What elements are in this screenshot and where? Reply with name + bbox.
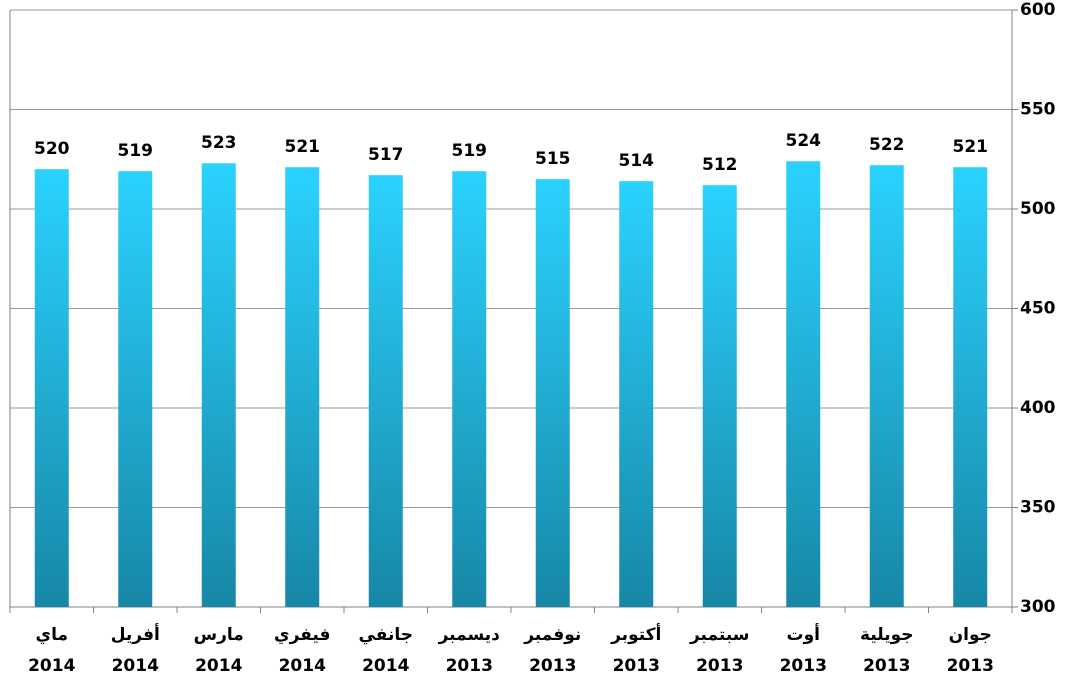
x-tick-label: ديسمبر [438,625,501,645]
x-tick-label: أفريل [111,623,160,645]
bar [702,185,737,607]
y-tick-label: 450 [1020,299,1056,319]
x-tick-label: جوان [949,625,992,645]
data-label: 521 [285,137,321,157]
y-tick-label: 400 [1020,398,1056,418]
y-tick-label: 500 [1020,199,1056,219]
x-tick-label: ماي [36,625,69,645]
data-label: 514 [619,151,655,171]
x-tick-label: جانفي [359,625,413,645]
x-tick-label: 2013 [696,656,743,676]
x-tick-label: سبتمبر [689,625,750,645]
bar [953,167,988,607]
x-tick-label: مارس [194,625,244,645]
x-tick-label: 2014 [195,656,242,676]
bar [869,165,904,607]
data-label: 517 [368,145,404,165]
x-tick-label: 2013 [613,656,660,676]
data-label: 523 [201,133,237,153]
bar [34,169,69,607]
data-label: 521 [953,137,989,157]
x-tick-label: 2014 [28,656,75,676]
data-label: 515 [535,149,571,169]
x-tick-label: 2014 [362,656,409,676]
bar [118,171,153,607]
x-tick-label: 2013 [529,656,576,676]
x-tick-label: أكتوبر [610,623,661,645]
bar [368,175,403,608]
x-tick-label: جويلية [860,625,913,645]
data-label: 524 [786,131,822,151]
bar [786,161,821,608]
bar [201,163,236,608]
bar [452,171,487,607]
data-label: 519 [118,141,154,161]
x-tick-label: أوت [787,623,820,645]
y-tick-label: 300 [1020,597,1056,617]
x-tick-label: 2013 [780,656,827,676]
x-tick-label: 2013 [863,656,910,676]
data-label: 520 [34,139,70,159]
x-tick-label: 2014 [279,656,326,676]
y-tick-label: 350 [1020,498,1056,518]
y-tick-label: 600 [1020,0,1056,20]
bar [285,167,320,607]
bar [619,181,654,607]
x-tick-label: نوفمبر [523,625,581,645]
bar [535,179,570,607]
x-tick-label: فيفري [274,625,330,645]
x-tick-label: 2013 [947,656,994,676]
data-label: 512 [702,155,738,175]
x-tick-label: 2013 [446,656,493,676]
data-label: 519 [452,141,488,161]
x-tick-label: 2014 [112,656,159,676]
data-label: 522 [869,135,905,155]
y-tick-label: 550 [1020,100,1056,120]
